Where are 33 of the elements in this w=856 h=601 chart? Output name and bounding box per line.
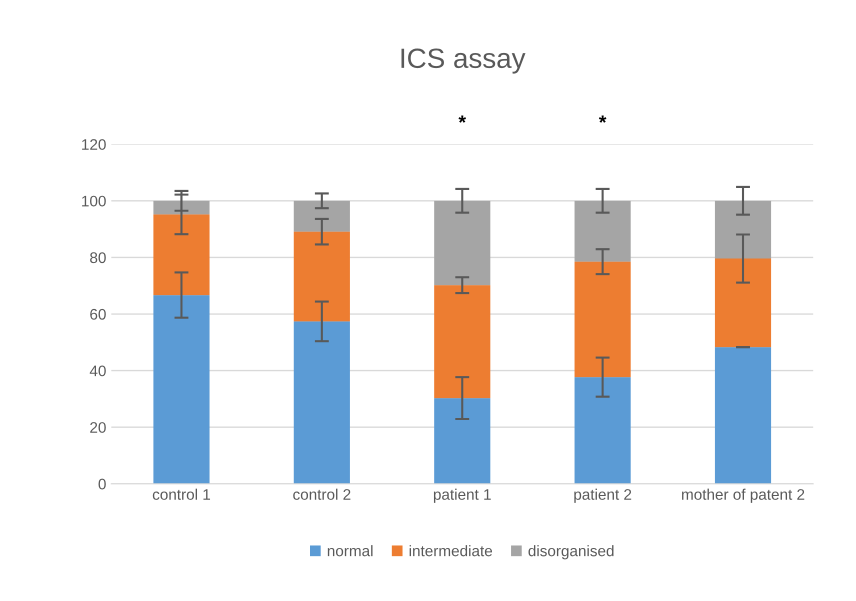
y-tick-label: 0 — [98, 478, 106, 490]
x-tick-label: control 1 — [152, 488, 210, 500]
x-tick-label: control 2 — [293, 488, 350, 500]
bar — [294, 232, 350, 322]
bar — [434, 398, 490, 484]
x-tick-label: patient 2 — [574, 488, 632, 503]
bar — [714, 200, 772, 259]
bar — [153, 295, 210, 484]
y-tick-label: 120 — [82, 139, 106, 150]
x-tick-label: mother of patent 2 — [682, 488, 804, 503]
bar — [434, 200, 490, 286]
y-tick-label: 40 — [90, 365, 106, 376]
legend-label: disorganised — [528, 545, 614, 560]
legend-label: intermediate — [410, 545, 492, 556]
chart-title: ICS assay — [402, 48, 526, 74]
bar — [574, 377, 631, 484]
text: * — [458, 116, 466, 123]
x-tick-label: patient 1 — [434, 488, 491, 503]
bar — [153, 200, 210, 214]
bar — [294, 200, 350, 232]
bar — [294, 321, 350, 484]
bar — [434, 285, 490, 398]
bar — [714, 347, 772, 484]
text: * — [598, 116, 606, 123]
y-tick-label: 60 — [90, 308, 106, 320]
legend-label: normal — [328, 545, 372, 556]
bar — [574, 200, 631, 262]
bar — [574, 262, 631, 378]
bar — [714, 258, 772, 348]
y-tick-label: 20 — [90, 422, 106, 433]
y-tick-label: 80 — [90, 252, 106, 264]
bar — [153, 214, 210, 296]
y-tick-label: 100 — [82, 196, 106, 207]
